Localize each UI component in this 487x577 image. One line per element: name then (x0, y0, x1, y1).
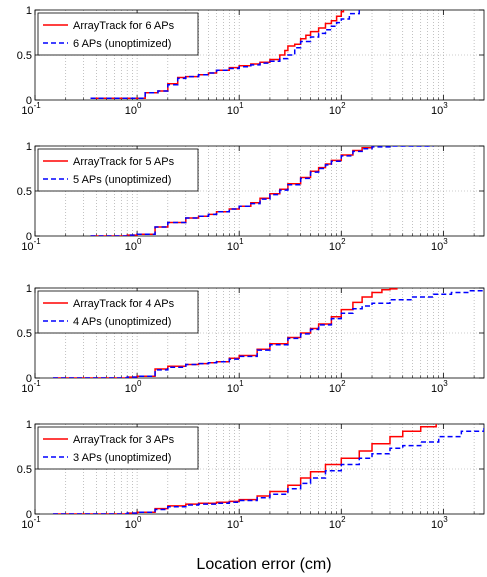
y-tick-label: 0 (26, 231, 32, 243)
y-tick-label: 1 (26, 283, 32, 295)
y-tick-label: 1 (26, 419, 32, 431)
legend-box (37, 12, 199, 56)
x-tick-label: 100 (125, 237, 142, 253)
series-line (90, 10, 345, 99)
series-line (52, 288, 484, 378)
legend-label: ArrayTrack for 5 APs (73, 156, 175, 168)
x-axis-label: Location error (cm) (196, 556, 331, 573)
series-line (90, 10, 361, 99)
legend-label: 4 APs (unoptimized) (73, 316, 171, 328)
x-tick-label: 103 (431, 379, 448, 395)
y-tick-label: 0 (26, 373, 32, 385)
x-tick-label: 102 (329, 379, 346, 395)
y-tick-label: 0.5 (17, 50, 32, 62)
x-tick-label: 101 (227, 379, 244, 395)
y-tick-label: 0.5 (17, 328, 32, 340)
x-tick-label: 100 (125, 515, 142, 531)
legend-box (37, 148, 199, 192)
x-tick-label: 101 (227, 515, 244, 531)
x-tick-label: 103 (431, 515, 448, 531)
legend-box (37, 426, 199, 470)
legend-label: 5 APs (unoptimized) (73, 174, 171, 186)
legend: ArrayTrack for 3 APs 3 APs (unoptimized) (37, 426, 199, 470)
x-tick-label: 101 (227, 237, 244, 253)
x-tick-label: 102 (329, 237, 346, 253)
legend-box (37, 290, 199, 334)
legend-label: 6 APs (unoptimized) (73, 38, 171, 50)
legend: ArrayTrack for 4 APs 4 APs (unoptimized) (37, 290, 199, 334)
series-line (52, 424, 484, 514)
x-tick-label: 100 (125, 379, 142, 395)
x-tick-label: 101 (227, 101, 244, 117)
y-tick-label: 1 (26, 141, 32, 153)
x-tick-label: 102 (329, 515, 346, 531)
legend-label: ArrayTrack for 4 APs (73, 298, 175, 310)
y-tick-label: 0 (26, 95, 32, 107)
x-tick-label: 103 (431, 101, 448, 117)
y-tick-label: 1 (26, 5, 32, 17)
series-line (52, 288, 398, 378)
x-tick-label: 100 (125, 101, 142, 117)
legend: ArrayTrack for 5 APs 5 APs (unoptimized) (37, 148, 199, 192)
legend-label: 3 APs (unoptimized) (73, 452, 171, 464)
x-tick-label: 102 (329, 101, 346, 117)
legend-label: ArrayTrack for 6 APs (73, 20, 175, 32)
legend: ArrayTrack for 6 APs 6 APs (unoptimized) (37, 12, 199, 56)
y-tick-label: 0 (26, 509, 32, 521)
legend-label: ArrayTrack for 3 APs (73, 434, 175, 446)
series-line (90, 146, 434, 236)
y-tick-label: 0.5 (17, 186, 32, 198)
y-tick-label: 0.5 (17, 464, 32, 476)
x-tick-label: 103 (431, 237, 448, 253)
grid (35, 146, 484, 236)
